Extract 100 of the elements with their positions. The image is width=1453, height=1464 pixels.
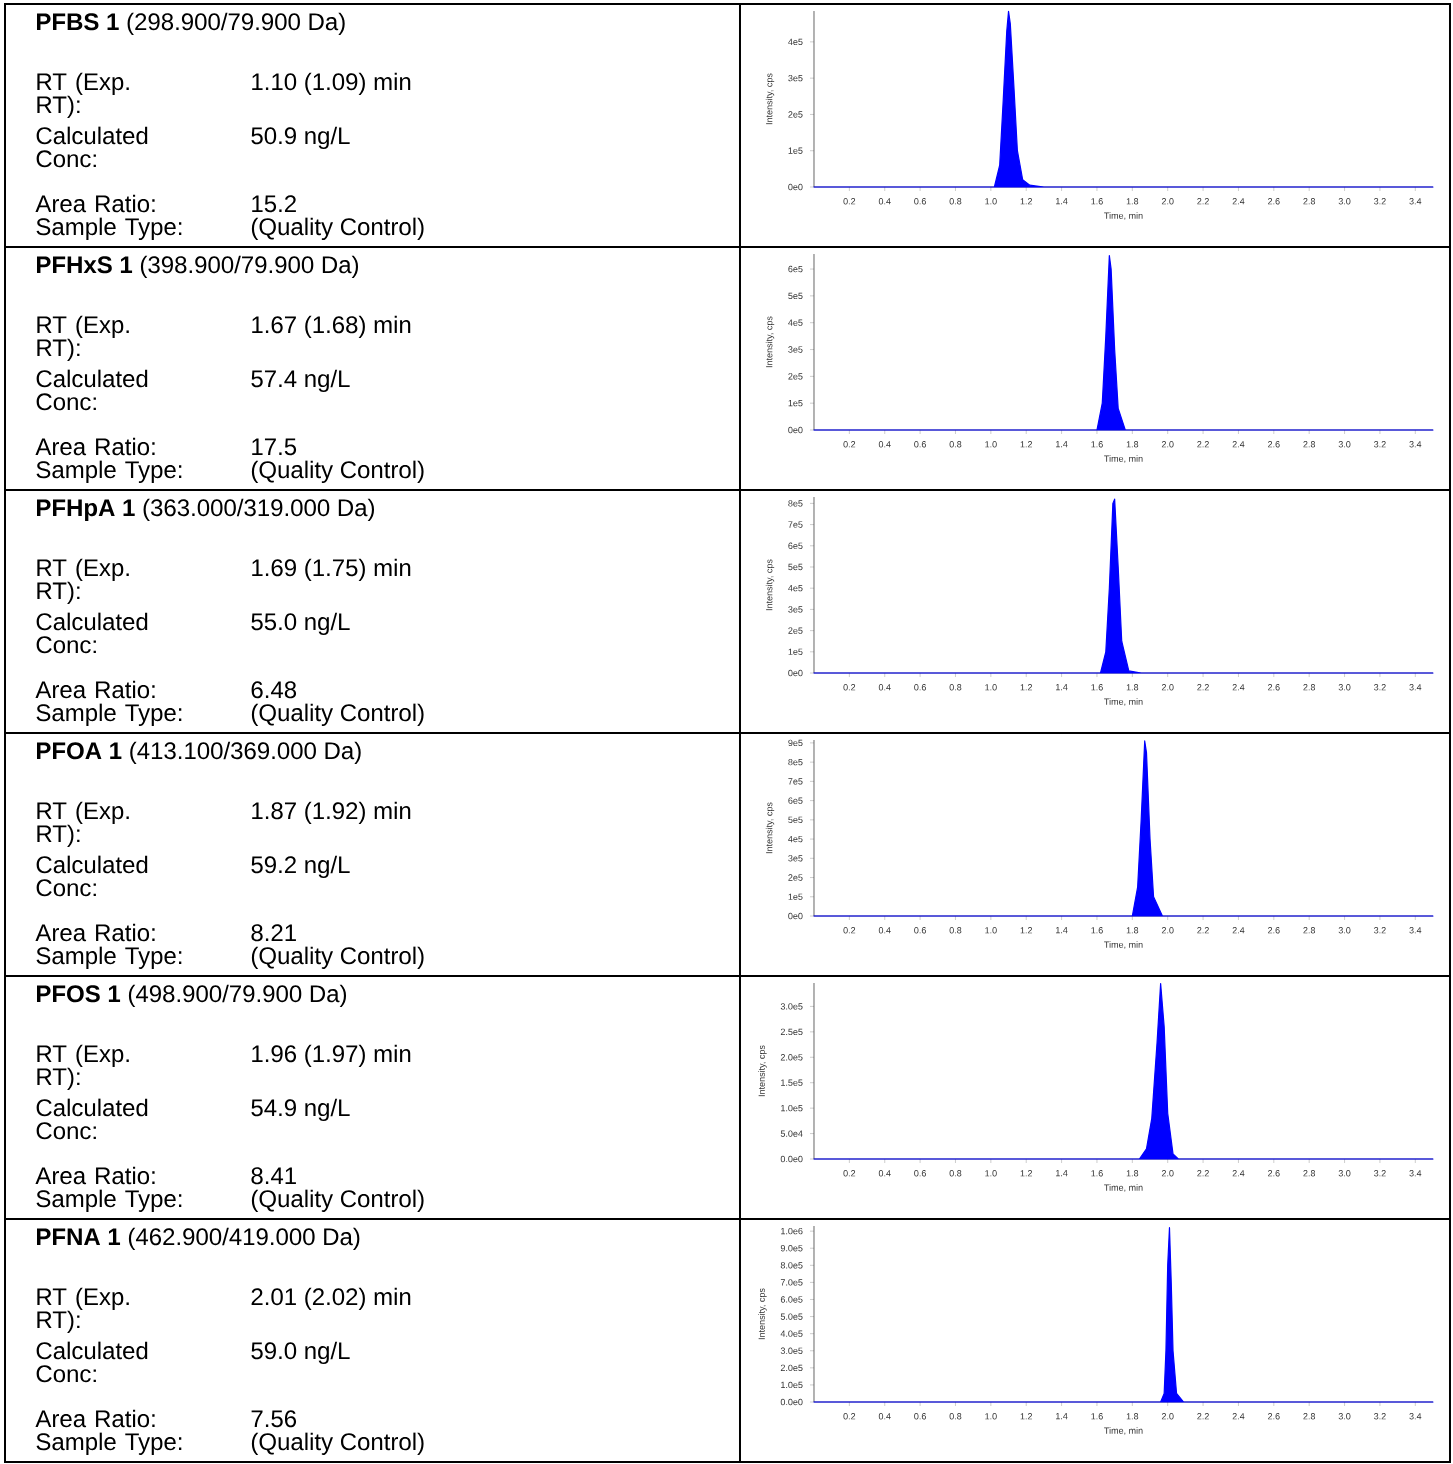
- text: Calculated Conc:: [36, 612, 148, 654]
- text: 57.4 ng/L: [251, 369, 350, 392]
- y-axis-title: Intensity, cps: [765, 316, 775, 368]
- y-tick-label: 2e5: [788, 627, 803, 634]
- x-axis-title: Time, min: [1104, 1427, 1143, 1435]
- x-tick-label: 1.4: [1056, 198, 1068, 205]
- x-tick-label: 0.8: [949, 441, 962, 448]
- y-tick-label: 1.0e6: [781, 1227, 803, 1235]
- x-tick-label: 2.0: [1161, 927, 1174, 934]
- x-tick-label: 2.8: [1303, 1413, 1316, 1420]
- text: RT (Exp. RT):: [37, 1044, 129, 1091]
- x-axis-title: Time, min: [1104, 1184, 1143, 1192]
- x-tick-label: 2.8: [1303, 927, 1316, 934]
- y-tick-label: 1.0e5: [781, 1104, 803, 1112]
- text: 15.2: [252, 195, 296, 213]
- x-tick-label: 1.2: [1020, 198, 1033, 205]
- x-tick-label: 2.4: [1232, 684, 1245, 691]
- y-tick-label: 8e5: [788, 500, 803, 507]
- text: RT (Exp. RT):: [37, 558, 129, 605]
- text: 50.9 ng/L: [251, 126, 350, 149]
- y-tick-label: 4e5: [788, 835, 803, 843]
- x-tick-label: 3.0: [1338, 441, 1351, 448]
- text: RT (Exp. RT):: [37, 315, 129, 362]
- x-tick-label: 0.4: [878, 441, 891, 448]
- x-tick-label: 0.8: [949, 684, 962, 691]
- x-tick-label: 3.0: [1338, 198, 1351, 205]
- x-tick-label: 0.8: [949, 198, 962, 205]
- x-tick-label: 1.0: [985, 198, 997, 205]
- y-tick-label: 7e5: [788, 778, 803, 785]
- y-tick-label: 2e5: [788, 111, 803, 118]
- x-tick-label: 2.4: [1232, 1413, 1245, 1420]
- x-tick-label: 2.2: [1197, 198, 1209, 205]
- x-tick-label: 1.6: [1091, 684, 1103, 691]
- y-tick-label: 0e0: [788, 669, 803, 677]
- x-tick-label: 1.8: [1126, 1413, 1139, 1420]
- text: (Quality Control): [251, 460, 424, 483]
- x-axis-title: Time, min: [1104, 698, 1143, 706]
- x-tick-label: 1.8: [1126, 684, 1139, 691]
- x-tick-label: 2.6: [1268, 927, 1280, 934]
- text: Calculated Conc:: [36, 126, 148, 168]
- x-tick-label: 2.4: [1232, 441, 1245, 448]
- x-axis-title: Time, min: [1104, 941, 1143, 949]
- y-tick-label: 2.0e5: [780, 1054, 803, 1061]
- text: Area Ratio:: [35, 1166, 155, 1185]
- x-tick-label: 0.2: [843, 684, 856, 691]
- x-tick-label: 2.4: [1232, 198, 1245, 205]
- x-tick-label: 1.2: [1020, 684, 1033, 691]
- x-tick-label: 1.6: [1091, 927, 1103, 934]
- y-axis-title: Intensity, cps: [758, 1045, 767, 1097]
- text: (Quality Control): [251, 1432, 424, 1455]
- x-tick-label: 2.0: [1161, 198, 1174, 205]
- x-tick-label: 3.2: [1374, 927, 1386, 934]
- x-tick-label: 2.4: [1232, 927, 1245, 934]
- y-tick-label: 5.0e4: [780, 1130, 803, 1137]
- text: 7.56: [251, 1410, 297, 1428]
- y-tick-label: 3e5: [788, 606, 803, 613]
- text: 8.41: [251, 1167, 296, 1185]
- y-tick-label: 1e5: [788, 893, 803, 900]
- text: Sample Type:: [36, 1189, 182, 1212]
- text: 8.21: [251, 924, 296, 942]
- text: Area Ratio:: [35, 194, 155, 213]
- text: PFOS 1 (498.900/79.900 Da): [37, 984, 347, 1007]
- x-tick-label: 0.4: [878, 1413, 891, 1420]
- x-tick-label: 0.4: [878, 927, 891, 934]
- x-tick-label: 1.8: [1126, 198, 1139, 205]
- x-tick-label: 2.8: [1303, 1170, 1316, 1177]
- x-tick-label: 1.4: [1056, 1413, 1068, 1420]
- y-tick-label: 7.0e5: [780, 1279, 803, 1286]
- text: Area Ratio:: [35, 680, 155, 699]
- text: 1.69 (1.75) min: [252, 558, 411, 581]
- x-tick-label: 3.4: [1409, 1170, 1422, 1177]
- text: Calculated Conc:: [36, 1341, 148, 1383]
- text: (Quality Control): [251, 703, 424, 726]
- y-tick-label: 1e5: [788, 648, 803, 655]
- text: (Quality Control): [251, 1189, 424, 1212]
- y-tick-label: 8.0e5: [780, 1262, 803, 1269]
- x-tick-label: 3.0: [1338, 1170, 1351, 1177]
- x-tick-label: 0.4: [878, 1170, 891, 1177]
- x-tick-label: 2.6: [1268, 441, 1280, 448]
- x-tick-label: 3.4: [1409, 198, 1422, 205]
- x-axis-title: Time, min: [1104, 212, 1143, 220]
- y-tick-label: 3.0e5: [780, 1347, 803, 1354]
- x-tick-label: 1.0: [985, 1170, 997, 1177]
- y-tick-label: 2e5: [788, 874, 803, 881]
- y-tick-label: 9e5: [788, 739, 803, 747]
- x-tick-label: 2.2: [1197, 441, 1209, 448]
- x-tick-label: 1.2: [1020, 441, 1033, 448]
- text: RT (Exp. RT):: [37, 801, 129, 848]
- text: 54.9 ng/L: [251, 1098, 350, 1121]
- x-tick-label: 0.2: [843, 1170, 856, 1177]
- x-tick-label: 3.4: [1409, 441, 1422, 448]
- y-tick-label: 8e5: [788, 758, 803, 766]
- y-tick-label: 1.0e5: [781, 1381, 803, 1389]
- text: Calculated Conc:: [36, 855, 148, 897]
- x-tick-label: 1.4: [1056, 1170, 1068, 1177]
- text: 6.48: [251, 681, 297, 699]
- x-tick-label: 2.8: [1303, 198, 1316, 205]
- y-axis-title: Intensity, cps: [758, 1288, 767, 1340]
- x-tick-label: 1.0: [985, 441, 997, 448]
- x-tick-label: 1.4: [1056, 927, 1068, 934]
